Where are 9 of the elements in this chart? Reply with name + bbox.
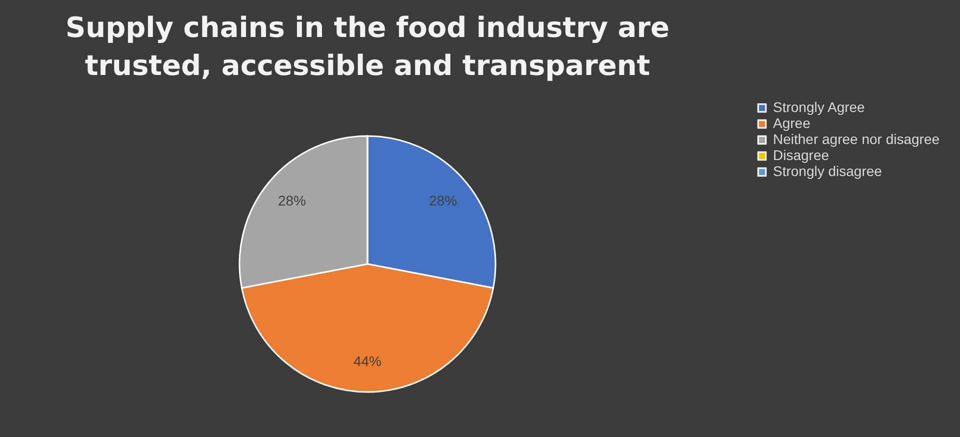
chart-title: Supply chains in the food industry are trusted, accessible and transparent: [66, 11, 670, 82]
legend-label: Disagree: [773, 147, 830, 163]
legend-label: Agree: [773, 115, 811, 131]
data-label: 44%: [353, 353, 382, 369]
data-label: 28%: [278, 192, 306, 209]
legend-label: Strongly disagree: [773, 163, 882, 179]
data-label: 28%: [428, 192, 458, 209]
legend-label: Strongly Agree: [773, 99, 866, 115]
legend-label: Neither agree nor disagree: [773, 131, 940, 147]
